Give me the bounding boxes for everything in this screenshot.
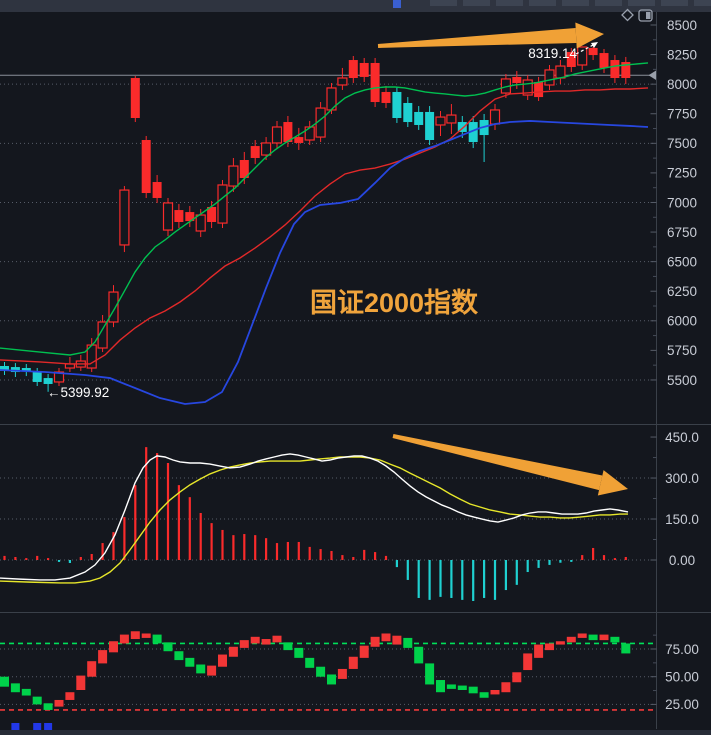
axis-label: 5750	[667, 343, 697, 358]
macd-dif-dea-lines	[0, 453, 629, 584]
axis-label: 75.00	[665, 642, 699, 657]
axis-label: 7000	[667, 195, 697, 210]
toolbar-button-fragment[interactable]	[562, 0, 589, 6]
buy-signal-square	[33, 723, 42, 731]
dif-line	[0, 453, 629, 581]
chart-tool-icons	[621, 8, 653, 22]
ma-mid-line	[0, 87, 649, 365]
top-toolbar[interactable]	[0, 0, 711, 12]
dea-line	[0, 456, 628, 584]
buy-signal-square	[44, 723, 53, 731]
axis-label: 6750	[667, 225, 697, 240]
price-axis[interactable]: 8500 8250 8000 7750 7500 7250 7000 6750 6500 6250…	[650, 12, 699, 729]
kdj-blocks-group	[0, 631, 631, 710]
toolbar-accent-fragment[interactable]	[393, 0, 401, 8]
macd-gridlines	[0, 477, 656, 561]
ma-slow-line	[0, 120, 649, 405]
macd-trend-arrow-annotation[interactable]	[392, 434, 628, 496]
toolbar-button-fragment[interactable]	[661, 0, 688, 6]
axis-label: 7500	[667, 136, 697, 151]
main-candlestick-panel[interactable]: 8319.14 ←5399.92 国证2000指数	[0, 22, 657, 405]
panel-toggle-icon[interactable]	[638, 9, 653, 22]
axis-label: 6500	[667, 254, 697, 269]
axis-label: 450.0	[665, 430, 699, 445]
axis-label: 6250	[667, 284, 697, 299]
candles-group	[0, 46, 631, 392]
ma-fast-line	[0, 62, 649, 356]
axis-label: 8250	[667, 47, 697, 62]
high-price-label: 8319.14	[528, 46, 577, 61]
toolbar-button-fragment[interactable]	[694, 0, 711, 6]
panel-separators	[0, 424, 711, 735]
macd-panel[interactable]	[0, 434, 656, 601]
axis-label: 6000	[667, 314, 697, 329]
macd-histogram	[3, 447, 627, 601]
buy-signal-square	[11, 723, 20, 731]
axis-label: 5500	[667, 373, 697, 388]
axis-label: 300.0	[665, 471, 699, 486]
axis-label: 50.00	[665, 670, 699, 685]
toolbar-button-fragment[interactable]	[496, 0, 523, 6]
trend-arrow-annotation[interactable]	[377, 22, 604, 49]
axis-label: 25.00	[665, 697, 699, 712]
moving-average-lines	[0, 62, 649, 405]
main-gridlines	[0, 83, 656, 381]
toolbar-button-fragment[interactable]	[463, 0, 490, 6]
axis-label: 7250	[667, 166, 697, 181]
axis-label: 0.00	[669, 553, 695, 568]
kdj-signal-squares	[11, 723, 53, 731]
index-title: 国证2000指数	[310, 288, 479, 318]
axis-label: 8500	[667, 18, 697, 33]
axis-label: 7750	[667, 107, 697, 122]
low-price-label: ←5399.92	[47, 385, 109, 400]
axis-label: 8000	[667, 77, 697, 92]
toolbar-button-fragment[interactable]	[430, 0, 457, 6]
toolbar-button-fragment[interactable]	[529, 0, 556, 6]
diamond-tool-icon[interactable]	[621, 8, 634, 22]
high-pointer-arrow	[575, 42, 598, 55]
kdj-panel[interactable]	[0, 631, 656, 731]
toolbar-button-fragment[interactable]	[628, 0, 655, 6]
toolbar-button-fragment[interactable]	[595, 0, 622, 6]
axis-label: 150.0	[665, 512, 699, 527]
